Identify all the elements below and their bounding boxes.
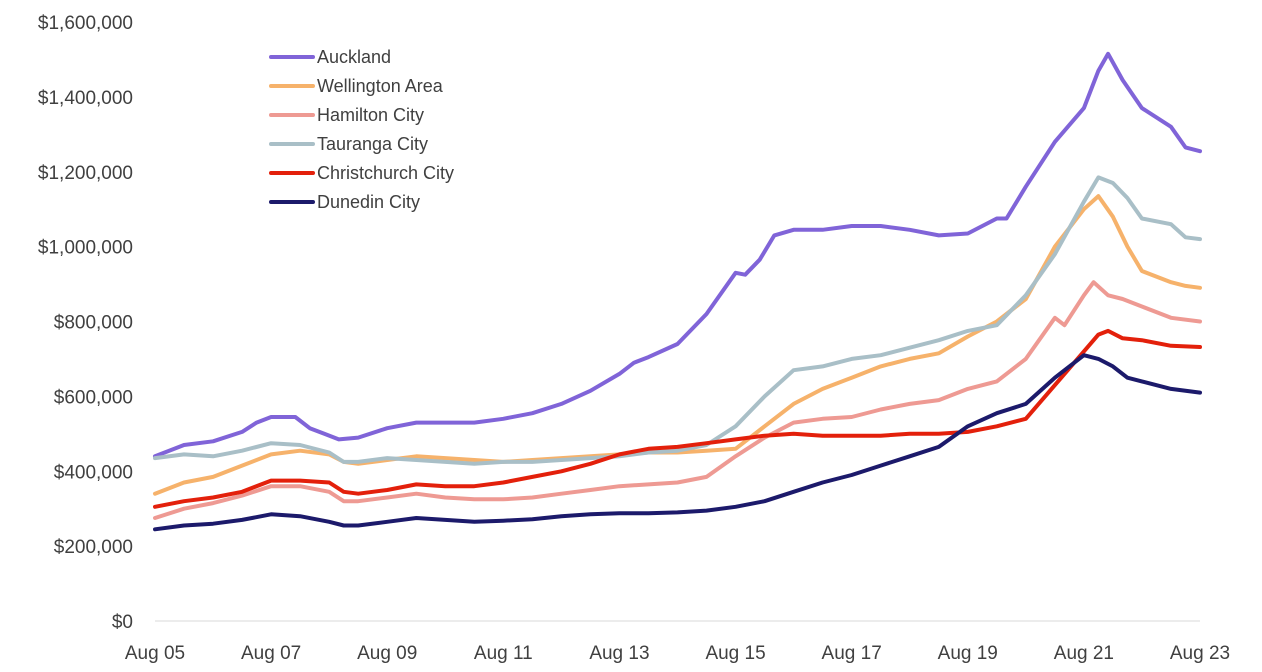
y-tick-label: $1,200,000 <box>38 163 133 184</box>
x-tick-label: Aug 13 <box>589 643 649 664</box>
legend-item-hamilton-city: Hamilton City <box>269 105 424 125</box>
legend-item-wellington-area: Wellington Area <box>269 76 444 96</box>
legend-item-dunedin-city: Dunedin City <box>269 192 420 212</box>
series-line-auckland <box>153 51 1202 459</box>
legend-item-auckland: Auckland <box>269 47 391 67</box>
series-line-tauranga-city <box>153 175 1202 466</box>
legend-item-christchurch-city: Christchurch City <box>269 163 454 183</box>
y-tick-label: $1,400,000 <box>38 88 133 109</box>
y-tick-label: $400,000 <box>54 462 133 483</box>
x-tick-label: Aug 21 <box>1054 643 1114 664</box>
y-tick-label: $200,000 <box>54 537 133 558</box>
y-axis: $0 $200,000 $400,000 $600,000 $800,000 $1,000… <box>38 13 133 633</box>
series-line-hamilton-city <box>153 280 1202 520</box>
legend-label: Tauranga City <box>317 134 428 154</box>
x-tick-label: Aug 23 <box>1170 643 1230 664</box>
series-line-dunedin-city <box>153 353 1202 532</box>
series-line-christchurch-city <box>153 328 1202 509</box>
x-tick-label: Aug 11 <box>474 643 533 664</box>
y-tick-label: $600,000 <box>54 387 133 408</box>
legend-label: Dunedin City <box>317 192 420 212</box>
legend-label: Auckland <box>317 47 391 67</box>
series-layer <box>153 51 1202 532</box>
y-tick-label: $0 <box>112 612 133 633</box>
x-tick-label: Aug 07 <box>241 643 301 664</box>
y-tick-label: $1,600,000 <box>38 13 133 34</box>
legend-label: Hamilton City <box>317 105 424 125</box>
x-tick-label: Aug 05 <box>125 643 185 664</box>
x-tick-label: Aug 17 <box>822 643 882 664</box>
y-tick-label: $800,000 <box>54 313 133 334</box>
x-tick-label: Aug 19 <box>938 643 998 664</box>
legend-label: Christchurch City <box>317 163 454 183</box>
legend-item-tauranga-city: Tauranga City <box>269 134 428 154</box>
x-axis: Aug 05 Aug 07 Aug 09 Aug 11 Aug 13 Aug 15 Aug … <box>125 620 1230 664</box>
y-tick-label: $1,000,000 <box>38 238 133 259</box>
x-tick-label: Aug 15 <box>705 643 765 664</box>
x-tick-label: Aug 09 <box>357 643 417 664</box>
legend: Auckland Wellington Area Hamilton City Taur… <box>269 47 454 212</box>
legend-label: Wellington Area <box>317 76 444 96</box>
